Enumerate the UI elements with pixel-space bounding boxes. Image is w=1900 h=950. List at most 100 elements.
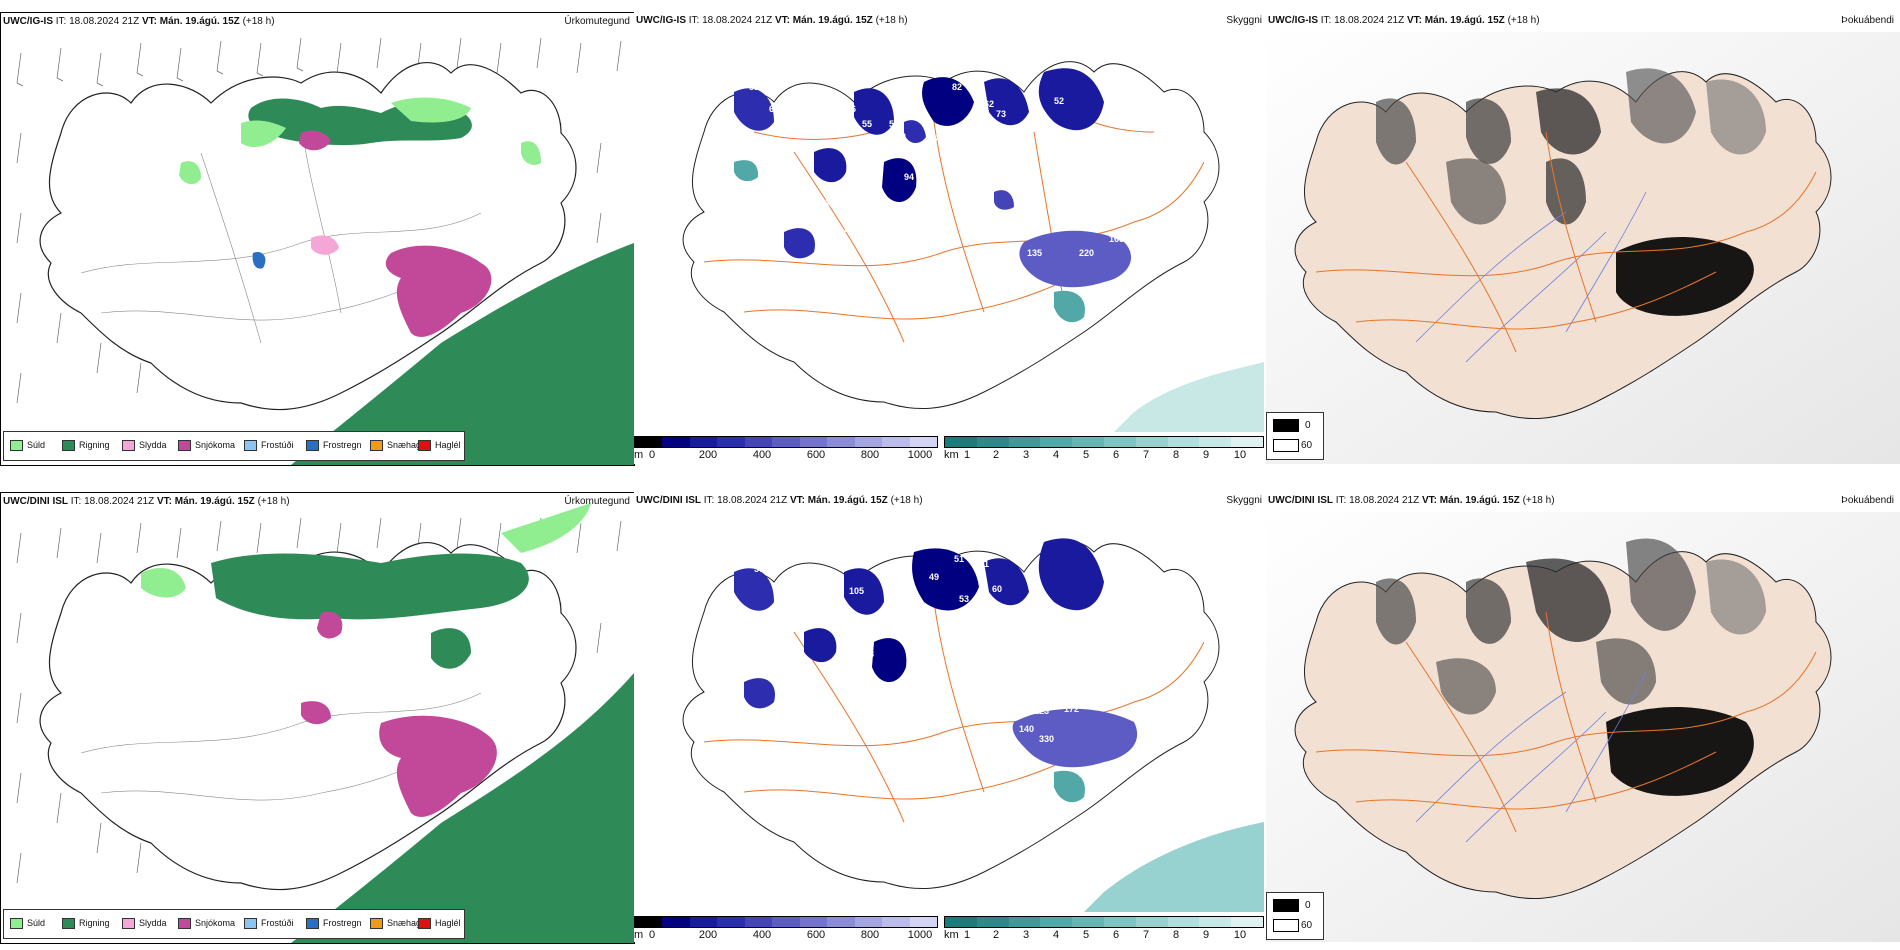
cloud-value-label: 172 [1064, 704, 1079, 714]
cloud-areas-row1 [734, 68, 1132, 323]
legend-item: Snjókoma [178, 440, 235, 452]
legend-label: Snjókoma [195, 440, 236, 450]
cloud-value-label: 100 [1004, 704, 1019, 714]
legend-item: Haglél [418, 440, 461, 452]
cloud-value-label: 94 [904, 172, 914, 182]
colorbar-segment [854, 437, 883, 447]
colorbar-segment [827, 437, 855, 447]
ceiling-tick: 400 [752, 929, 772, 941]
fog-legend-label: 0 [1305, 900, 1311, 911]
cloud-value-label: 51 [749, 82, 759, 92]
colorbar-segment [635, 917, 663, 927]
visibility-tick: 9 [1202, 929, 1210, 941]
cloud-value-label: 167 [984, 659, 999, 669]
legend-label: Slydda [139, 440, 167, 450]
colorbar-segment [1199, 917, 1232, 927]
cloud-value-label: 73 [934, 134, 944, 144]
colorbar-segment [827, 917, 855, 927]
visibility-tick: 1 [963, 449, 971, 461]
legend-swatch [62, 440, 75, 452]
ceiling-tick: 1000 [907, 449, 933, 461]
precip-type-panel-row2: UWC/DINI ISL IT: 18.08.2024 21Z VT: Mán.… [0, 492, 635, 944]
cloud-value-label: 48 [1014, 74, 1024, 84]
fog-swatch [1273, 899, 1299, 912]
legend-label: Rigning [79, 918, 110, 928]
lead-time: (+18 h) [242, 16, 275, 27]
legend-swatch [10, 918, 23, 930]
legend-item: Frostúði [244, 918, 294, 930]
ceiling-tick: 1000 [907, 929, 933, 941]
legend-swatch [178, 440, 191, 452]
cloud-value-label: 80 [856, 176, 866, 186]
cloud-value-label: 60 [934, 664, 944, 674]
legend-item: Snæhagl [370, 440, 423, 452]
visibility-unit: km [944, 449, 959, 461]
visibility-tick: 1 [963, 929, 971, 941]
visibility-tick: 3 [1022, 449, 1030, 461]
cloud-value-label: 76 [774, 584, 784, 594]
fog-legend-label: 0 [1305, 420, 1311, 431]
colorbar-segment [976, 917, 1009, 927]
ceiling-unit: m [634, 929, 644, 941]
lead-time: (+18 h) [1507, 15, 1540, 26]
colorbar-segment [744, 437, 773, 447]
colorbar-segment [772, 917, 800, 927]
legend-label: Haglél [435, 440, 461, 450]
cloud-map-row2: 57 76 105 45 49 51 51 60 45 53 54 65 98 73 52 48 49 84 85 8… [682, 538, 1264, 912]
iceland-land-row1 [1294, 71, 1832, 419]
cloud-value-label: 52 [1054, 96, 1064, 106]
cloud-value-label: 98 [864, 649, 874, 659]
init-time: IT: 18.08.2024 21Z [703, 495, 788, 506]
precip-areas-row1 [179, 97, 634, 465]
fog-swatch [1273, 419, 1299, 432]
init-time: IT: 18.08.2024 21Z [1320, 15, 1405, 26]
legend-item: Slydda [122, 918, 167, 930]
colorbar-segment [662, 437, 690, 447]
cloud-value-label: 86 [846, 104, 856, 114]
cloud-value-label: 140 [996, 248, 1011, 258]
ceiling-tick: 200 [698, 929, 718, 941]
roads-fog-row1 [1315, 131, 1817, 353]
legend-label: Snæhagl [387, 440, 424, 450]
legend-swatch [122, 440, 135, 452]
rivers-row2 [1415, 671, 1647, 843]
sea-visibility-area [1084, 822, 1264, 912]
legend-label: Súld [27, 440, 46, 450]
sea-visibility-area [1114, 362, 1264, 432]
fog-panel-row1: UWC/IG-IS IT: 18.08.2024 21Z VT: Mán. 19… [1266, 12, 1900, 464]
legend-label: Frostúði [261, 440, 294, 450]
cloud-panel-row2: 57 76 105 45 49 51 51 60 45 53 54 65 98 73 52 48 49 84 85 8… [634, 492, 1264, 942]
colorbar-segment [1008, 917, 1041, 927]
cloud-value-labels-row2: 57 76 105 45 49 51 51 60 45 53 54 65 98 73 52 48 49 84 85 8… [754, 554, 1094, 779]
colorbar-segment [882, 437, 910, 447]
fog-swatch [1273, 439, 1299, 452]
fog-map-row1 [1266, 32, 1900, 464]
init-time: IT: 18.08.2024 21Z [1335, 495, 1420, 506]
visibility-tick: 2 [992, 449, 1000, 461]
fog-legend-label: 60 [1301, 440, 1313, 451]
colorbar-segment [1167, 437, 1200, 447]
ceiling-tick: 800 [860, 929, 880, 941]
ceiling-tick: 0 [648, 449, 656, 461]
panel-title-precip-type: Úrkomutegund [564, 16, 630, 27]
panel-title-precip-type: Úrkomutegund [564, 496, 630, 507]
rivers-row1 [1415, 191, 1647, 363]
ceiling-tick: 400 [752, 449, 772, 461]
visibility-tick: 8 [1172, 929, 1180, 941]
init-time: IT: 18.08.2024 21Z [70, 496, 155, 507]
visibility-tick: 8 [1172, 449, 1180, 461]
header-row1-fog: UWC/IG-IS IT: 18.08.2024 21Z VT: Mán. 19… [1268, 15, 1540, 26]
legend-swatch [306, 440, 319, 452]
cloud-value-label: 55 [862, 119, 872, 129]
cloud-value-label: 155 [1089, 291, 1104, 301]
colorbar-segment [635, 437, 663, 447]
legend-item: Snæhagl [370, 918, 423, 930]
panel-title-cloud: Skyggni [1226, 495, 1262, 506]
cloud-value-label: 02 [979, 219, 989, 229]
cloud-value-label: 90 [1034, 224, 1044, 234]
visibility-tick: 2 [992, 929, 1000, 941]
model-name: UWC/IG-IS [636, 15, 686, 26]
visibility-tick: 6 [1112, 929, 1120, 941]
header-row2-fog: UWC/DINI ISL IT: 18.08.2024 21Z VT: Mán.… [1268, 495, 1555, 506]
cloud-value-label: 55 [844, 224, 854, 234]
